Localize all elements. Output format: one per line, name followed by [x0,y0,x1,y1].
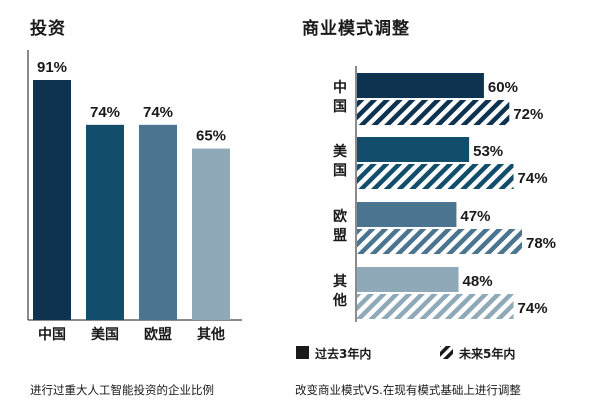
future-bar-2 [357,229,522,254]
y-tick-label: 国 [333,163,347,179]
bar-value-label: 74% [90,104,120,121]
bar-value-label: 65% [196,128,226,145]
x-tick-label: 中国 [38,326,66,343]
bar-value-label: 72% [513,106,543,123]
bar-value-label: 78% [526,235,556,252]
bar-value-label: 47% [460,208,490,225]
right-chart-title: 商业模式调整 [302,19,410,39]
y-tick-label: 中 [333,79,347,96]
future-bar-1 [357,164,514,189]
y-tick-label: 其 [333,274,347,290]
y-tick-label: 国 [333,99,347,115]
bar-value-label: 74% [143,104,173,121]
left-chart-title: 投资 [30,19,66,39]
solid-square-icon [296,346,309,359]
bar-value-label: 53% [473,143,503,160]
past-bar-0 [357,73,484,98]
bar-value-label: 74% [518,300,548,317]
hatched-square-icon [440,346,453,359]
bar-0 [33,80,71,320]
bar-3 [192,148,230,320]
x-tick-label: 美国 [91,326,119,343]
bar-1 [86,124,124,320]
future-bar-0 [357,100,510,125]
legend-label-future: 未来5年内 [458,346,515,361]
legend: 过去3年内 未来5年内 [296,346,515,361]
investment-bar-chart: 91% 中国 74% 美国 74% 欧盟 65% 其他 [27,50,242,343]
bar-value-label: 74% [518,170,548,187]
y-tick-label: 他 [332,292,347,309]
bar-2 [139,124,177,320]
y-tick-label: 欧 [333,208,347,225]
past-bar-2 [357,202,457,227]
legend-label-past: 过去3年内 [315,346,371,361]
x-tick-label: 其他 [197,326,225,343]
right-chart-caption: 改变商业模式VS.在现有模式基础上进行调整 [295,383,521,397]
past-bar-3 [357,267,459,292]
y-tick-label: 美 [333,143,348,160]
y-tick-label: 盟 [333,228,347,244]
bar-value-label: 60% [488,79,518,96]
left-chart-caption: 进行过重大人工智能投资的企业比例 [30,383,214,397]
future-bar-3 [357,294,514,319]
past-bar-1 [357,137,470,162]
bar-value-label: 48% [463,273,493,290]
x-tick-label: 欧盟 [144,326,172,343]
bar-value-label: 91% [37,59,67,76]
